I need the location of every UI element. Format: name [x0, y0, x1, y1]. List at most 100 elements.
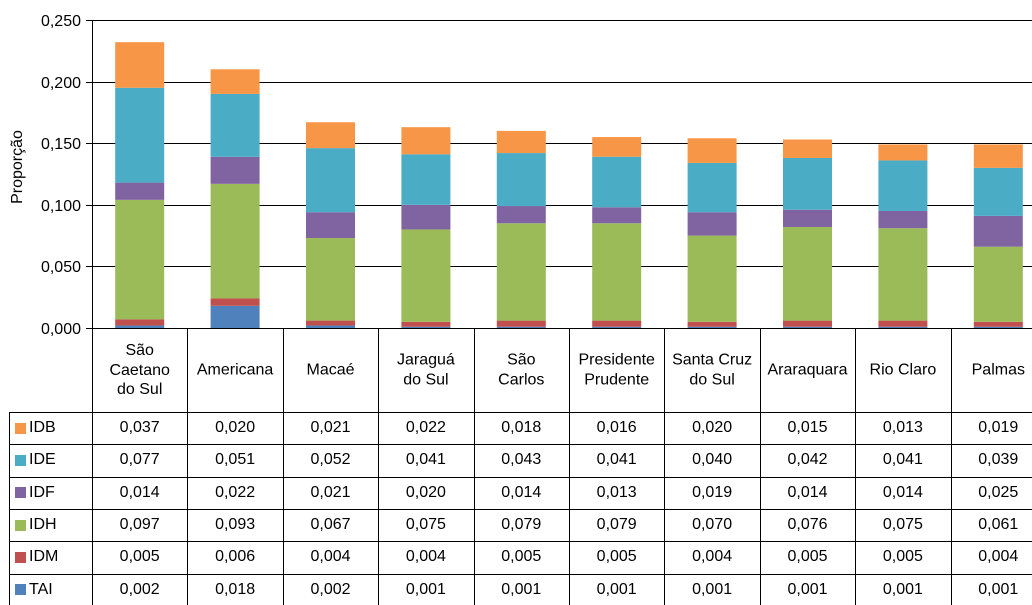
- table-cell-idb-palmas: 0,019: [978, 419, 1019, 437]
- bar-idh-jaragua-do-sul: [401, 229, 451, 322]
- legend-swatch-ide: [15, 454, 26, 466]
- bar-idb-sao-caetano-do-sul: [115, 42, 165, 88]
- table-cell-idf-sao-carlos: 0,014: [501, 483, 542, 501]
- bar-tai-palmas: [973, 326, 1023, 328]
- bar-idf-araraquara: [783, 209, 832, 227]
- bar-idb-rio-claro: [878, 144, 928, 161]
- table-cell-idm-americana: 0,006: [215, 548, 256, 566]
- bar-ide-santa-cruz-do-sul: [687, 162, 737, 213]
- bar-idb-araraquara: [783, 139, 832, 158]
- bar-ide-presidente-prudente: [592, 156, 642, 208]
- table-cell-ide-araraquara: 0,042: [787, 451, 828, 469]
- table-cell-idh-presidente-prudente: 0,079: [596, 516, 637, 533]
- table-cell-idh-macae: 0,067: [310, 516, 351, 533]
- bar-idm-palmas: [973, 321, 1023, 327]
- bar-idf-palmas: [973, 215, 1023, 247]
- legend-swatch-tai: [15, 584, 26, 596]
- table-cell-idf-macae: 0,021: [310, 483, 351, 501]
- bar-idf-jaragua-do-sul: [401, 204, 451, 230]
- legend-label-idh: IDH: [29, 516, 57, 533]
- table-cell-idb-santa-cruz-do-sul: 0,020: [692, 419, 733, 437]
- category-label-sao-carlos: São Carlos: [498, 351, 545, 389]
- table-cell-idm-sao-caetano-do-sul: 0,005: [119, 548, 160, 566]
- table-cell-idf-sao-caetano-do-sul: 0,014: [119, 483, 160, 501]
- table-cell-idm-macae: 0,004: [310, 548, 351, 566]
- legend-label-tai: TAI: [29, 580, 53, 598]
- y-tick-label-1: 0,050: [41, 259, 81, 276]
- y-tick-label-5: 0,250: [41, 13, 81, 30]
- bar-idh-santa-cruz-do-sul: [687, 235, 737, 322]
- legend-swatch-idh: [15, 519, 26, 531]
- bar-idm-presidente-prudente: [592, 320, 642, 327]
- table-cell-tai-sao-caetano-do-sul: 0,002: [119, 580, 160, 598]
- table-cell-idb-jaragua-do-sul: 0,022: [405, 419, 446, 437]
- y-tick-label-4: 0,200: [41, 75, 81, 92]
- table-cell-idf-presidente-prudente: 0,013: [596, 483, 637, 501]
- bar-idh-araraquara: [783, 226, 832, 321]
- bar-idf-sao-carlos: [496, 206, 546, 224]
- bar-idh-sao-caetano-do-sul: [115, 199, 165, 320]
- table-cell-idh-araraquara: 0,076: [787, 516, 828, 533]
- table-cell-idb-sao-caetano-do-sul: 0,037: [119, 419, 160, 437]
- data-table-grid: [9, 328, 1032, 605]
- bar-tai-jaragua-do-sul: [401, 326, 451, 328]
- category-label-presidente-prudente: Presidente Prudente: [578, 351, 655, 389]
- table-cell-idf-jaragua-do-sul: 0,020: [405, 483, 446, 501]
- bar-ide-araraquara: [783, 157, 832, 210]
- table-cell-idb-rio-claro: 0,013: [882, 419, 923, 437]
- legend-label-idm: IDM: [29, 548, 59, 566]
- bar-idm-rio-claro: [878, 320, 928, 327]
- table-cell-idm-palmas: 0,004: [978, 548, 1019, 566]
- y-tick-label-2: 0,100: [41, 198, 81, 215]
- table-cell-ide-presidente-prudente: 0,041: [596, 451, 637, 469]
- bar-idm-americana: [210, 298, 260, 306]
- table-cell-idf-americana: 0,022: [215, 483, 256, 501]
- bar-ide-macae: [306, 148, 355, 213]
- table-cell-tai-jaragua-do-sul: 0,001: [405, 580, 446, 598]
- table-cell-idh-sao-carlos: 0,079: [501, 516, 542, 533]
- table-cell-idh-jaragua-do-sul: 0,075: [405, 516, 446, 533]
- bar-idh-presidente-prudente: [592, 223, 642, 321]
- bar-idh-rio-claro: [878, 228, 928, 321]
- category-label-americana: Americana: [196, 361, 274, 379]
- bar-idf-rio-claro: [878, 210, 928, 229]
- table-cell-idb-macae: 0,021: [310, 419, 351, 437]
- bar-tai-americana: [210, 305, 260, 328]
- table-cell-tai-americana: 0,018: [215, 580, 256, 598]
- table-cell-idm-presidente-prudente: 0,005: [596, 548, 637, 566]
- table-cell-idb-americana: 0,020: [215, 419, 256, 437]
- table-cell-ide-jaragua-do-sul: 0,041: [405, 451, 446, 469]
- bar-idf-macae: [306, 212, 355, 239]
- bar-ide-jaragua-do-sul: [401, 154, 451, 205]
- table-cell-tai-araraquara: 0,001: [787, 580, 828, 598]
- table-cell-ide-macae: 0,052: [310, 451, 351, 469]
- bar-idb-jaragua-do-sul: [401, 127, 451, 155]
- table-cell-idf-rio-claro: 0,014: [882, 483, 923, 501]
- table-cell-idm-jaragua-do-sul: 0,004: [405, 548, 446, 566]
- y-tick-label-3: 0,150: [41, 136, 81, 153]
- bar-idm-jaragua-do-sul: [401, 321, 451, 327]
- category-label-macae: Macaé: [306, 361, 355, 379]
- table-cell-idh-rio-claro: 0,075: [882, 516, 923, 533]
- bar-idm-santa-cruz-do-sul: [687, 321, 737, 327]
- table-cell-idb-sao-carlos: 0,018: [501, 419, 542, 437]
- bar-idb-santa-cruz-do-sul: [687, 138, 737, 163]
- table-cell-tai-macae: 0,002: [310, 580, 351, 598]
- table-cell-idf-araraquara: 0,014: [787, 483, 828, 501]
- table-cell-ide-sao-carlos: 0,043: [501, 451, 542, 469]
- table-cell-idh-americana: 0,093: [215, 516, 256, 533]
- y-tick-label-0: 0,000: [41, 321, 81, 338]
- table-cell-tai-presidente-prudente: 0,001: [596, 580, 637, 598]
- bar-tai-araraquara: [783, 326, 832, 328]
- bar-tai-sao-carlos: [496, 326, 546, 328]
- bar-idm-araraquara: [783, 320, 832, 327]
- table-cell-idm-rio-claro: 0,005: [882, 548, 923, 566]
- bar-ide-sao-caetano-do-sul: [115, 87, 165, 183]
- category-label-sao-caetano-do-sul: São Caetano do Sul: [109, 341, 170, 398]
- table-cell-tai-rio-claro: 0,001: [882, 580, 923, 598]
- bars: [115, 42, 1023, 328]
- table-cell-idb-presidente-prudente: 0,016: [596, 419, 637, 437]
